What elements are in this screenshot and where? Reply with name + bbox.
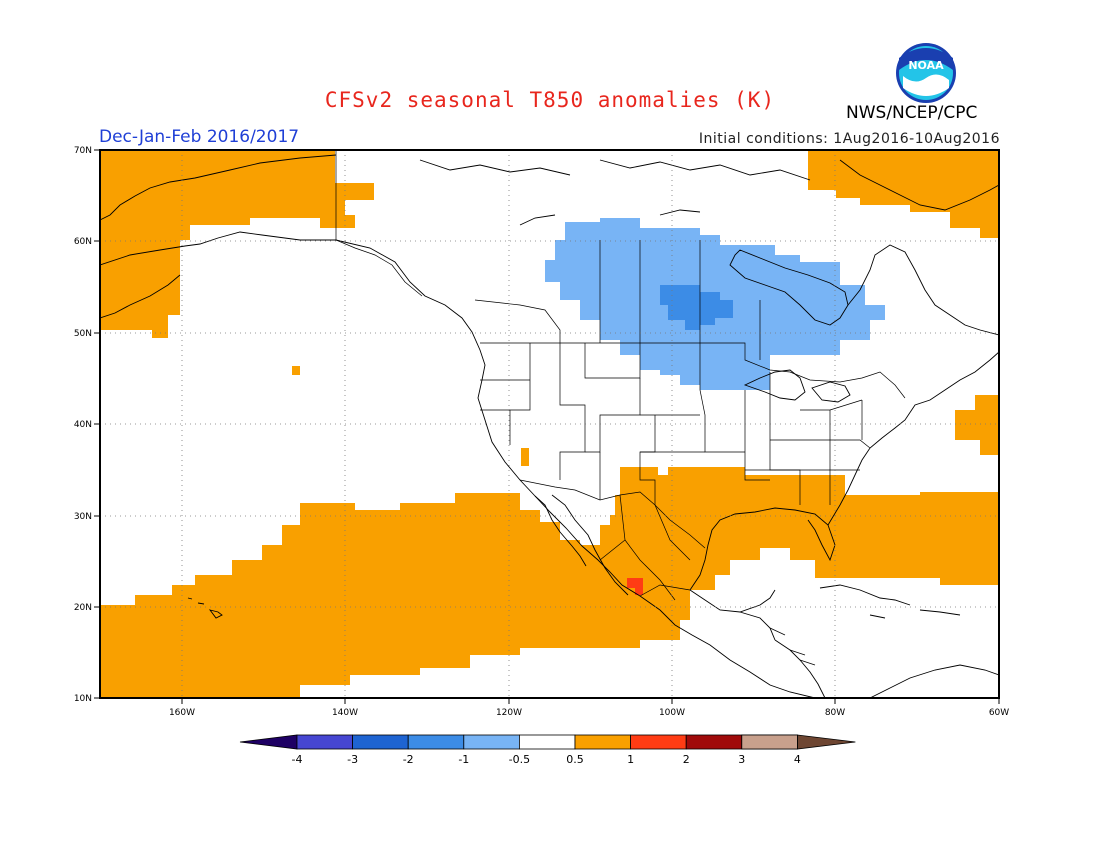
- cool-anomaly-core: [660, 285, 733, 330]
- agency-label: NWS/NCEP/CPC: [846, 103, 978, 123]
- season-label: Dec-Jan-Feb 2016/2017: [99, 127, 300, 147]
- lon-label: 120W: [496, 708, 522, 718]
- lat-label: 10N: [74, 694, 92, 704]
- colorbar-swatch: [741, 734, 798, 750]
- colorbar-swatch: [463, 734, 520, 750]
- warm-anomaly-cell: [521, 448, 529, 466]
- lat-labels: 70N 60N 50N 40N 30N 20N 10N: [74, 146, 92, 704]
- anomaly-field: [100, 150, 999, 698]
- colorbar-label: 4: [794, 753, 801, 766]
- axis-ticks: [94, 149, 1000, 704]
- lat-label: 60N: [74, 237, 92, 247]
- colorbar-label: 2: [683, 753, 690, 766]
- warm-anomaly-south: [100, 467, 999, 698]
- lon-labels: 160W 140W 120W 100W 80W 60W: [169, 708, 1009, 718]
- warm-anomaly-cell: [292, 366, 300, 375]
- colorbar-swatch: [296, 734, 353, 750]
- lat-label: 50N: [74, 329, 92, 339]
- lon-label: 60W: [989, 708, 1009, 718]
- colorbar-swatch: [685, 734, 743, 750]
- colorbar-label: -2: [403, 753, 414, 766]
- colorbar-swatch: [574, 734, 631, 750]
- colorbar-arrow-low: [239, 734, 298, 750]
- lat-label: 20N: [74, 603, 92, 613]
- colorbar-label: 0.5: [566, 753, 584, 766]
- political-boundaries: [335, 150, 906, 666]
- colorbar-swatch: [352, 734, 409, 750]
- lon-label: 140W: [332, 708, 358, 718]
- colorbar-label: 3: [738, 753, 745, 766]
- initial-conditions-label: Initial conditions: 1Aug2016-10Aug2016: [698, 131, 1000, 147]
- warm-anomaly-alaska: [100, 150, 374, 338]
- lon-label: 160W: [169, 708, 195, 718]
- noaa-logo: NOAA: [896, 43, 956, 103]
- colorbar-arrow-high: [797, 734, 856, 750]
- colorbar-label: -1: [458, 753, 469, 766]
- lon-label: 100W: [659, 708, 685, 718]
- colorbar: -4 -3 -2 -1 -0.5 0.5 1 2 3 4: [239, 734, 856, 766]
- colorbar-label: -0.5: [509, 753, 530, 766]
- colorbar-swatch: [407, 734, 465, 750]
- colorbar-swatch: [519, 734, 576, 750]
- warm-anomaly-atlantic: [955, 395, 999, 455]
- colorbar-label: -3: [347, 753, 358, 766]
- lon-label: 80W: [825, 708, 845, 718]
- lat-label: 40N: [74, 420, 92, 430]
- map-title: CFSv2 seasonal T850 anomalies (K): [324, 88, 776, 112]
- coastlines: [100, 154, 999, 698]
- colorbar-swatch: [630, 734, 687, 750]
- lat-label: 70N: [74, 146, 92, 156]
- colorbar-label: 1: [627, 753, 634, 766]
- colorbar-label: -4: [292, 753, 303, 766]
- noaa-logo-text: NOAA: [908, 59, 944, 72]
- lat-label: 30N: [74, 512, 92, 522]
- warm-anomaly-mexico: [627, 578, 643, 595]
